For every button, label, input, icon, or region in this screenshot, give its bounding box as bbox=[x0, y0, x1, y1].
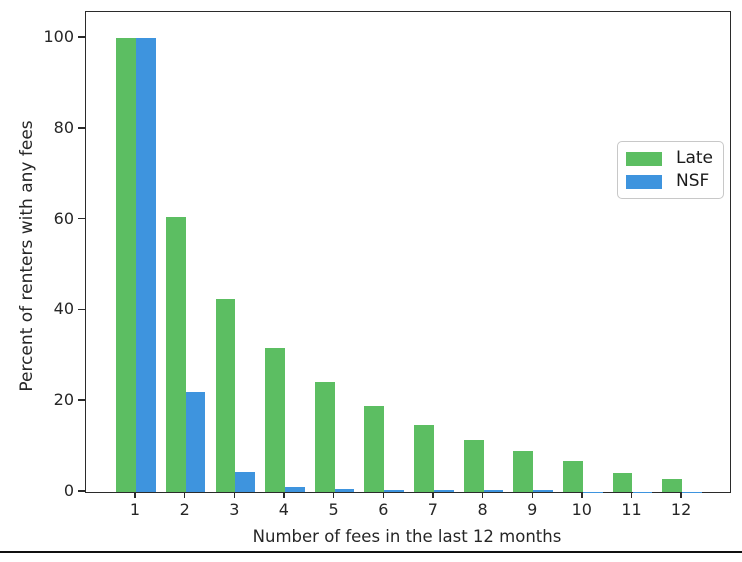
x-tick-label-6: 6 bbox=[378, 500, 389, 519]
bar-late-3 bbox=[215, 299, 236, 492]
bar-nsf-9 bbox=[533, 490, 553, 492]
x-tick-mark bbox=[630, 492, 633, 498]
y-axis-label: Percent of renters with any fees bbox=[17, 120, 37, 392]
bar-late-8 bbox=[463, 439, 484, 492]
y-tick-mark bbox=[78, 308, 85, 311]
bar-late-11 bbox=[612, 472, 633, 492]
bar-late-6 bbox=[364, 406, 385, 492]
y-tick-mark bbox=[78, 217, 85, 220]
bar-nsf-7 bbox=[433, 490, 454, 492]
x-tick-mark bbox=[233, 492, 236, 498]
x-tick-mark bbox=[581, 492, 583, 498]
bottom-divider bbox=[0, 551, 742, 554]
bar-late-7 bbox=[414, 424, 434, 492]
bar-late-9 bbox=[513, 451, 534, 492]
bar-late-2 bbox=[165, 217, 186, 492]
x-tick-mark bbox=[432, 492, 434, 498]
bar-nsf-2 bbox=[185, 391, 206, 492]
legend: Late NSF bbox=[617, 141, 724, 199]
x-tick-label-11: 11 bbox=[621, 500, 642, 519]
bar-nsf-6 bbox=[384, 490, 405, 492]
bar-nsf-5 bbox=[334, 488, 355, 492]
x-tick-mark bbox=[481, 492, 484, 498]
x-tick-label-5: 5 bbox=[328, 500, 339, 519]
y-tick-label-60: 60 bbox=[53, 208, 74, 228]
y-tick-label-20: 20 bbox=[53, 390, 74, 410]
y-tick-label-40: 40 bbox=[53, 299, 74, 319]
y-tick-label-80: 80 bbox=[53, 117, 74, 137]
legend-label-nsf: NSF bbox=[676, 171, 710, 191]
bar-nsf-3 bbox=[235, 472, 256, 492]
y-tick-mark bbox=[78, 490, 85, 492]
y-tick-mark bbox=[78, 36, 85, 38]
x-tick-label-1: 1 bbox=[129, 500, 141, 519]
bar-nsf-8 bbox=[483, 490, 504, 492]
legend-swatch-nsf bbox=[626, 174, 662, 189]
x-tick-mark bbox=[134, 492, 136, 498]
x-tick-label-9: 9 bbox=[527, 500, 538, 519]
x-tick-label-12: 12 bbox=[670, 500, 692, 519]
legend-entry-late: Late bbox=[626, 150, 723, 167]
bar-late-5 bbox=[314, 381, 335, 492]
legend-label-late: Late bbox=[676, 148, 714, 168]
bar-late-10 bbox=[563, 461, 583, 492]
x-tick-label-8: 8 bbox=[477, 500, 488, 519]
x-tick-mark bbox=[183, 492, 186, 498]
bar-late-4 bbox=[265, 347, 285, 492]
x-tick-label-4: 4 bbox=[278, 500, 289, 519]
y-tick-mark bbox=[78, 127, 85, 129]
x-tick-mark bbox=[332, 492, 335, 498]
x-tick-label-7: 7 bbox=[427, 500, 438, 519]
bar-nsf-4 bbox=[284, 486, 305, 492]
x-tick-label-3: 3 bbox=[229, 500, 240, 519]
x-tick-mark bbox=[680, 492, 682, 498]
x-tick-mark bbox=[382, 492, 384, 498]
legend-swatch-late bbox=[626, 151, 662, 166]
bar-nsf-1 bbox=[136, 37, 156, 492]
y-tick-label-100: 100 bbox=[43, 26, 74, 46]
bar-late-12 bbox=[662, 479, 683, 492]
bar-late-1 bbox=[116, 37, 136, 492]
x-tick-mark bbox=[283, 492, 285, 498]
x-tick-label-10: 10 bbox=[571, 500, 592, 519]
y-tick-label-0: 0 bbox=[63, 481, 74, 500]
y-tick-mark bbox=[78, 399, 85, 401]
x-tick-label-2: 2 bbox=[179, 500, 190, 519]
x-axis-label: Number of fees in the last 12 months bbox=[252, 527, 562, 546]
legend-entry-nsf: NSF bbox=[626, 173, 723, 190]
plot-area bbox=[85, 11, 731, 493]
x-tick-mark bbox=[531, 492, 533, 498]
